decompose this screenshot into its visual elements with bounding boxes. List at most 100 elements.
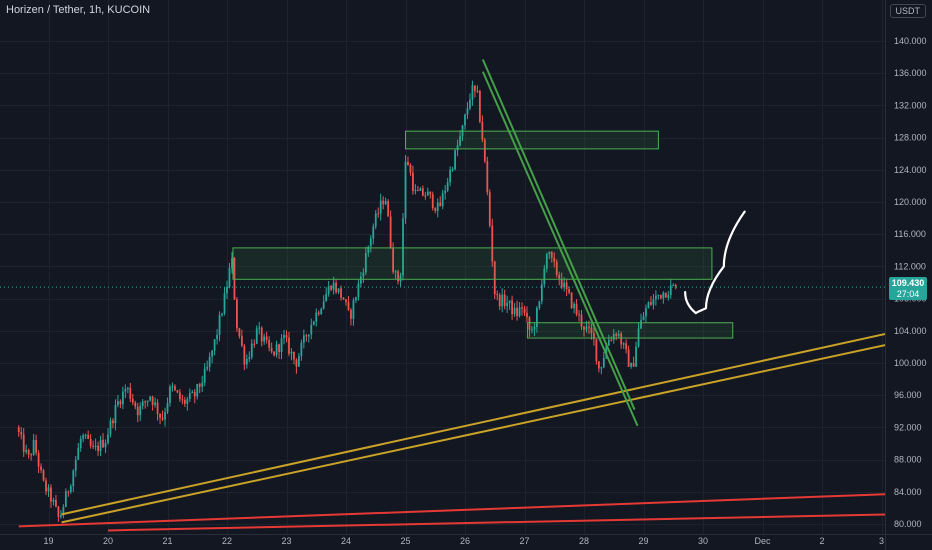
- candle-body: [600, 367, 603, 369]
- candle-body: [347, 301, 350, 310]
- candle-body: [459, 136, 461, 146]
- candle-body: [52, 499, 55, 502]
- candle-body: [332, 282, 335, 290]
- candle-body: [355, 297, 357, 301]
- candle-body: [211, 350, 214, 357]
- candle-body: [426, 191, 429, 196]
- candle-body: [568, 289, 571, 293]
- candle-body: [280, 338, 283, 352]
- candle-body: [667, 295, 670, 298]
- candle-body: [87, 434, 90, 439]
- candle-body: [506, 302, 509, 306]
- candle-body: [208, 356, 211, 368]
- candle-body: [270, 347, 273, 352]
- candle-body: [350, 309, 352, 319]
- candle-body: [431, 194, 434, 209]
- time-tick-label: 24: [341, 536, 351, 546]
- candle-body: [119, 401, 122, 405]
- red-trendline: [18, 493, 885, 528]
- candle-body: [117, 401, 119, 406]
- candle-body: [399, 275, 402, 282]
- candle-body: [149, 396, 152, 401]
- candle-body: [193, 391, 196, 397]
- time-tick-label: 30: [698, 536, 708, 546]
- candle-body: [620, 333, 623, 345]
- candle-body: [188, 393, 191, 400]
- green-trendline: [481, 71, 639, 427]
- candle-body: [30, 454, 33, 456]
- candle-body: [263, 336, 266, 342]
- candle-body: [238, 328, 241, 337]
- candle-body: [605, 345, 608, 358]
- candle-body: [441, 193, 444, 207]
- candle-body: [126, 387, 129, 390]
- candle-body: [389, 216, 392, 248]
- candle-body: [640, 320, 642, 329]
- chart-title: Horizen / Tether, 1h, KUCOIN: [6, 4, 151, 16]
- candle-body: [151, 396, 154, 406]
- candle-body: [228, 268, 231, 287]
- candle-body: [464, 114, 466, 126]
- time-tick-label: 21: [162, 536, 172, 546]
- candle-body: [213, 339, 216, 351]
- support-resistance-zone: [405, 130, 659, 150]
- candle-body: [645, 308, 647, 317]
- candle-body: [449, 169, 452, 183]
- candle-body: [372, 226, 375, 239]
- candle-body: [615, 333, 618, 336]
- green-trendline: [481, 59, 636, 411]
- candle-body: [62, 507, 65, 516]
- candle-body: [312, 321, 315, 325]
- candle-body: [597, 361, 600, 369]
- time-tick-label: 26: [460, 536, 470, 546]
- candle-body: [521, 307, 523, 309]
- time-tick-label: 29: [638, 536, 648, 546]
- candle-body: [424, 195, 427, 197]
- candle-body: [612, 333, 615, 340]
- candle-body: [565, 282, 568, 290]
- candle-body: [493, 261, 496, 295]
- gold-trendline: [61, 344, 885, 524]
- candle-body: [223, 293, 226, 314]
- candle-body: [652, 299, 655, 305]
- candle-body: [320, 308, 323, 315]
- candle-body: [635, 346, 637, 367]
- time-tick-label: 27: [519, 536, 529, 546]
- price-tick-label: 104.000: [894, 326, 927, 336]
- candle-body: [535, 307, 538, 327]
- candle-body: [588, 326, 590, 328]
- candle-body: [134, 402, 137, 407]
- time-tick-label: 2: [819, 536, 824, 546]
- candle-body: [20, 432, 23, 435]
- candle-body: [659, 294, 662, 299]
- candle-body: [625, 343, 628, 350]
- candle-body: [121, 391, 124, 405]
- candle-body: [421, 188, 424, 196]
- candle-body: [419, 188, 422, 191]
- candle-body: [79, 438, 82, 449]
- candle-body: [518, 307, 521, 317]
- last-price-value: 109.430: [891, 278, 925, 288]
- candle-body: [674, 285, 677, 288]
- currency-button[interactable]: USDT: [889, 4, 926, 18]
- candle-body: [288, 337, 290, 354]
- candle-body: [178, 392, 181, 400]
- candle-body: [483, 139, 486, 162]
- candle-body: [297, 356, 300, 367]
- candle-body: [330, 285, 333, 290]
- candle-body: [538, 301, 541, 308]
- candle-body: [255, 328, 258, 344]
- candle-body: [669, 285, 672, 296]
- support-resistance-zone: [526, 322, 734, 339]
- candle-body: [99, 439, 102, 452]
- candle-body: [218, 315, 221, 335]
- candle-body: [337, 288, 340, 293]
- candle-body: [176, 390, 179, 393]
- candle-body: [647, 302, 650, 309]
- candle-body: [32, 440, 35, 455]
- candle-body: [112, 420, 114, 424]
- candle-body: [307, 334, 310, 337]
- candle-body: [392, 247, 395, 272]
